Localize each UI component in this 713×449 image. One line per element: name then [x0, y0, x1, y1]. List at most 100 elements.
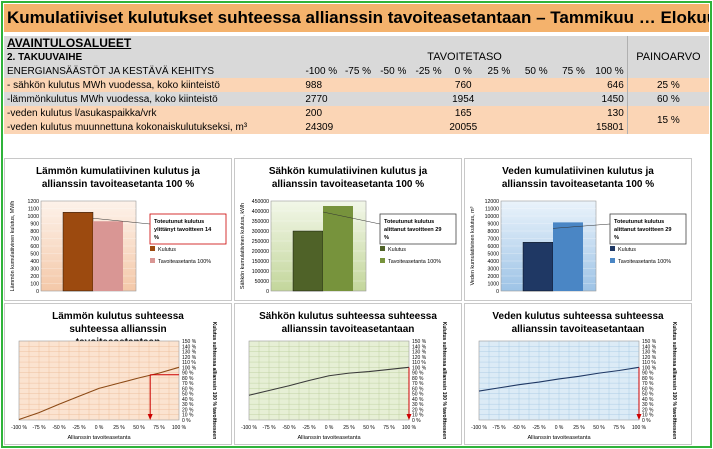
y-tick-label: 90 %	[182, 371, 194, 377]
scale-header: 100 %	[595, 65, 624, 77]
table-row: -lämmönkulutus MWh vuodessa, koko kiinte…	[4, 92, 709, 106]
y-tick-label: 120 %	[642, 355, 657, 361]
y-tick-label: 200000	[252, 249, 269, 255]
cell-zero: 1954	[452, 93, 475, 105]
series-line	[478, 366, 640, 392]
x-tick-label: 25 %	[113, 425, 125, 431]
marker-arrow	[406, 414, 412, 420]
cell-minus100: 200	[305, 107, 323, 119]
y-tick-label: 140 %	[412, 344, 427, 350]
x-tick-label: -50 %	[52, 425, 66, 431]
y-tick-label: 300000	[252, 229, 269, 235]
cell-weight: 25 %	[626, 78, 709, 92]
heat-bar-chart-panel: Lämmön kumulatiivinen kulutus ja allians…	[4, 158, 232, 301]
table-row: -veden kulutus muunnettuna kokonaiskulut…	[4, 120, 709, 134]
cell-weight: 60 %	[626, 92, 709, 106]
y-tick-label: 350000	[252, 219, 269, 225]
x-tick-label: -50 %	[512, 425, 526, 431]
table-section-title: AVAINTULOSALUEET	[7, 36, 132, 50]
scale-header: -50 %	[380, 65, 407, 77]
y-axis-label: Veden kumulatiivinen kulutus, m³	[470, 206, 476, 285]
heat-line-chart-panel: Lämmön kulutus suhteessa suhteessa allia…	[4, 303, 232, 445]
legend-swatch	[150, 246, 155, 251]
x-tick-label: 0 %	[95, 425, 104, 431]
y-tick-label: 140 %	[642, 344, 657, 350]
y-tick-label: 7000	[487, 237, 499, 243]
x-tick-label: 50 %	[133, 425, 145, 431]
y-tick-label: 40 %	[182, 397, 194, 403]
annotation-text: %	[154, 235, 159, 241]
electricity-line-chart-panel: Sähkön kulutus suhteessa suhteessa allia…	[234, 303, 462, 445]
y-tick-label: 150 %	[182, 339, 197, 345]
x-tick-label: -25 %	[532, 425, 546, 431]
row-label: -veden kulutus muunnettuna kokonaiskulut…	[7, 121, 248, 133]
x-tick-label: 25 %	[343, 425, 355, 431]
x-tick-label: -100 %	[11, 425, 27, 431]
bar-tavoite	[323, 206, 353, 291]
legend-swatch	[610, 246, 615, 251]
water-line-chart-panel: Veden kulutus suhteessa suhteessa allian…	[464, 303, 692, 445]
y-tick-label: 9000	[487, 222, 499, 228]
y-tick-label: 200	[30, 274, 39, 280]
electricity-bar-chart-panel: Sähkön kumulatiivinen kulutus ja allians…	[234, 158, 462, 301]
y-tick-label: 110 %	[412, 360, 426, 366]
legend-swatch	[610, 258, 615, 263]
x-tick-label: 0 %	[325, 425, 334, 431]
cell-zero: 20055	[449, 121, 478, 133]
y-tick-label: 150000	[252, 259, 269, 265]
y-tick-label: 10 %	[412, 413, 424, 419]
y-tick-label: 50 %	[182, 392, 194, 398]
annotation-leader	[92, 218, 151, 225]
annotation-box	[149, 213, 227, 245]
y-tick-label: 10 %	[642, 413, 654, 419]
page-title: Kumulatiiviset kulutukset suhteessa alli…	[4, 4, 709, 32]
annotation-text: ylittänyt tavoitteen 14	[154, 227, 212, 233]
legend-label: Kulutus	[618, 247, 636, 253]
y-tick-label: 10000	[485, 214, 500, 220]
cell-zero: 165	[454, 107, 472, 119]
cell-minus100: 988	[305, 79, 323, 91]
annotation-box	[379, 213, 457, 245]
x-tick-label: -100 %	[241, 425, 257, 431]
x-tick-label: 25 %	[573, 425, 585, 431]
y-tick-label: 0	[496, 289, 499, 295]
y-tick-label: 120 %	[182, 355, 197, 361]
y-tick-label: 900	[30, 222, 39, 228]
y-tick-label: 10 %	[182, 413, 194, 419]
y-tick-label: 80 %	[182, 376, 194, 382]
cell-minus100: 2770	[305, 93, 328, 105]
x-tick-label: 75 %	[613, 425, 625, 431]
y-tick-label: 100 %	[182, 365, 197, 371]
y-tick-label: 50 %	[642, 392, 654, 398]
y-tick-label: 60 %	[642, 386, 654, 392]
cell-zero: 760	[454, 79, 472, 91]
scale-header: 50 %	[524, 65, 548, 77]
electricity-bar-chart: 0 50000 100000 150000 200000 250000 300000 3500…	[240, 199, 457, 295]
annotation-box	[609, 213, 687, 245]
table-row: - sähkön kulutus MWh vuodessa, koko kiin…	[4, 78, 709, 92]
y-tick-label: 60 %	[412, 386, 424, 392]
heat-line-chart: 0 %10 %20 %30 %40 %50 %60 %70 %80 %90 %1…	[11, 322, 217, 441]
chart-title: Sähkön kumulatiivinen kulutus ja allians…	[268, 166, 428, 190]
y-tick-label: 3000	[487, 267, 499, 273]
y-tick-label: 1200	[27, 199, 39, 205]
legend-label: Tavoiteasetanta 100%	[158, 259, 211, 265]
y-tick-label: 70 %	[412, 381, 424, 387]
legend-swatch	[150, 258, 155, 263]
y-tick-label: 12000	[485, 199, 500, 205]
y-tick-label: 250000	[252, 239, 269, 245]
kpi-table: AVAINTULOSALUEET 2. TAKUUVAIHE TAVOITETA…	[4, 36, 709, 134]
bar-tavoite	[553, 222, 583, 291]
y-tick-label: 140 %	[182, 344, 197, 350]
chart-title: Lämmön kumulatiivinen kulutus ja allians…	[36, 166, 200, 190]
annotation-text: alittanut tavoitteen 29	[384, 227, 442, 233]
cell-plus100: 646	[607, 79, 624, 91]
x-tick-label: 50 %	[363, 425, 375, 431]
y-tick-label: 400	[30, 259, 39, 265]
y-tick-label: 500	[30, 252, 39, 258]
cell-plus100: 1450	[601, 93, 624, 105]
y-tick-label: 6000	[487, 244, 499, 250]
annotation-text: Toteutunut kulutus	[384, 219, 434, 225]
